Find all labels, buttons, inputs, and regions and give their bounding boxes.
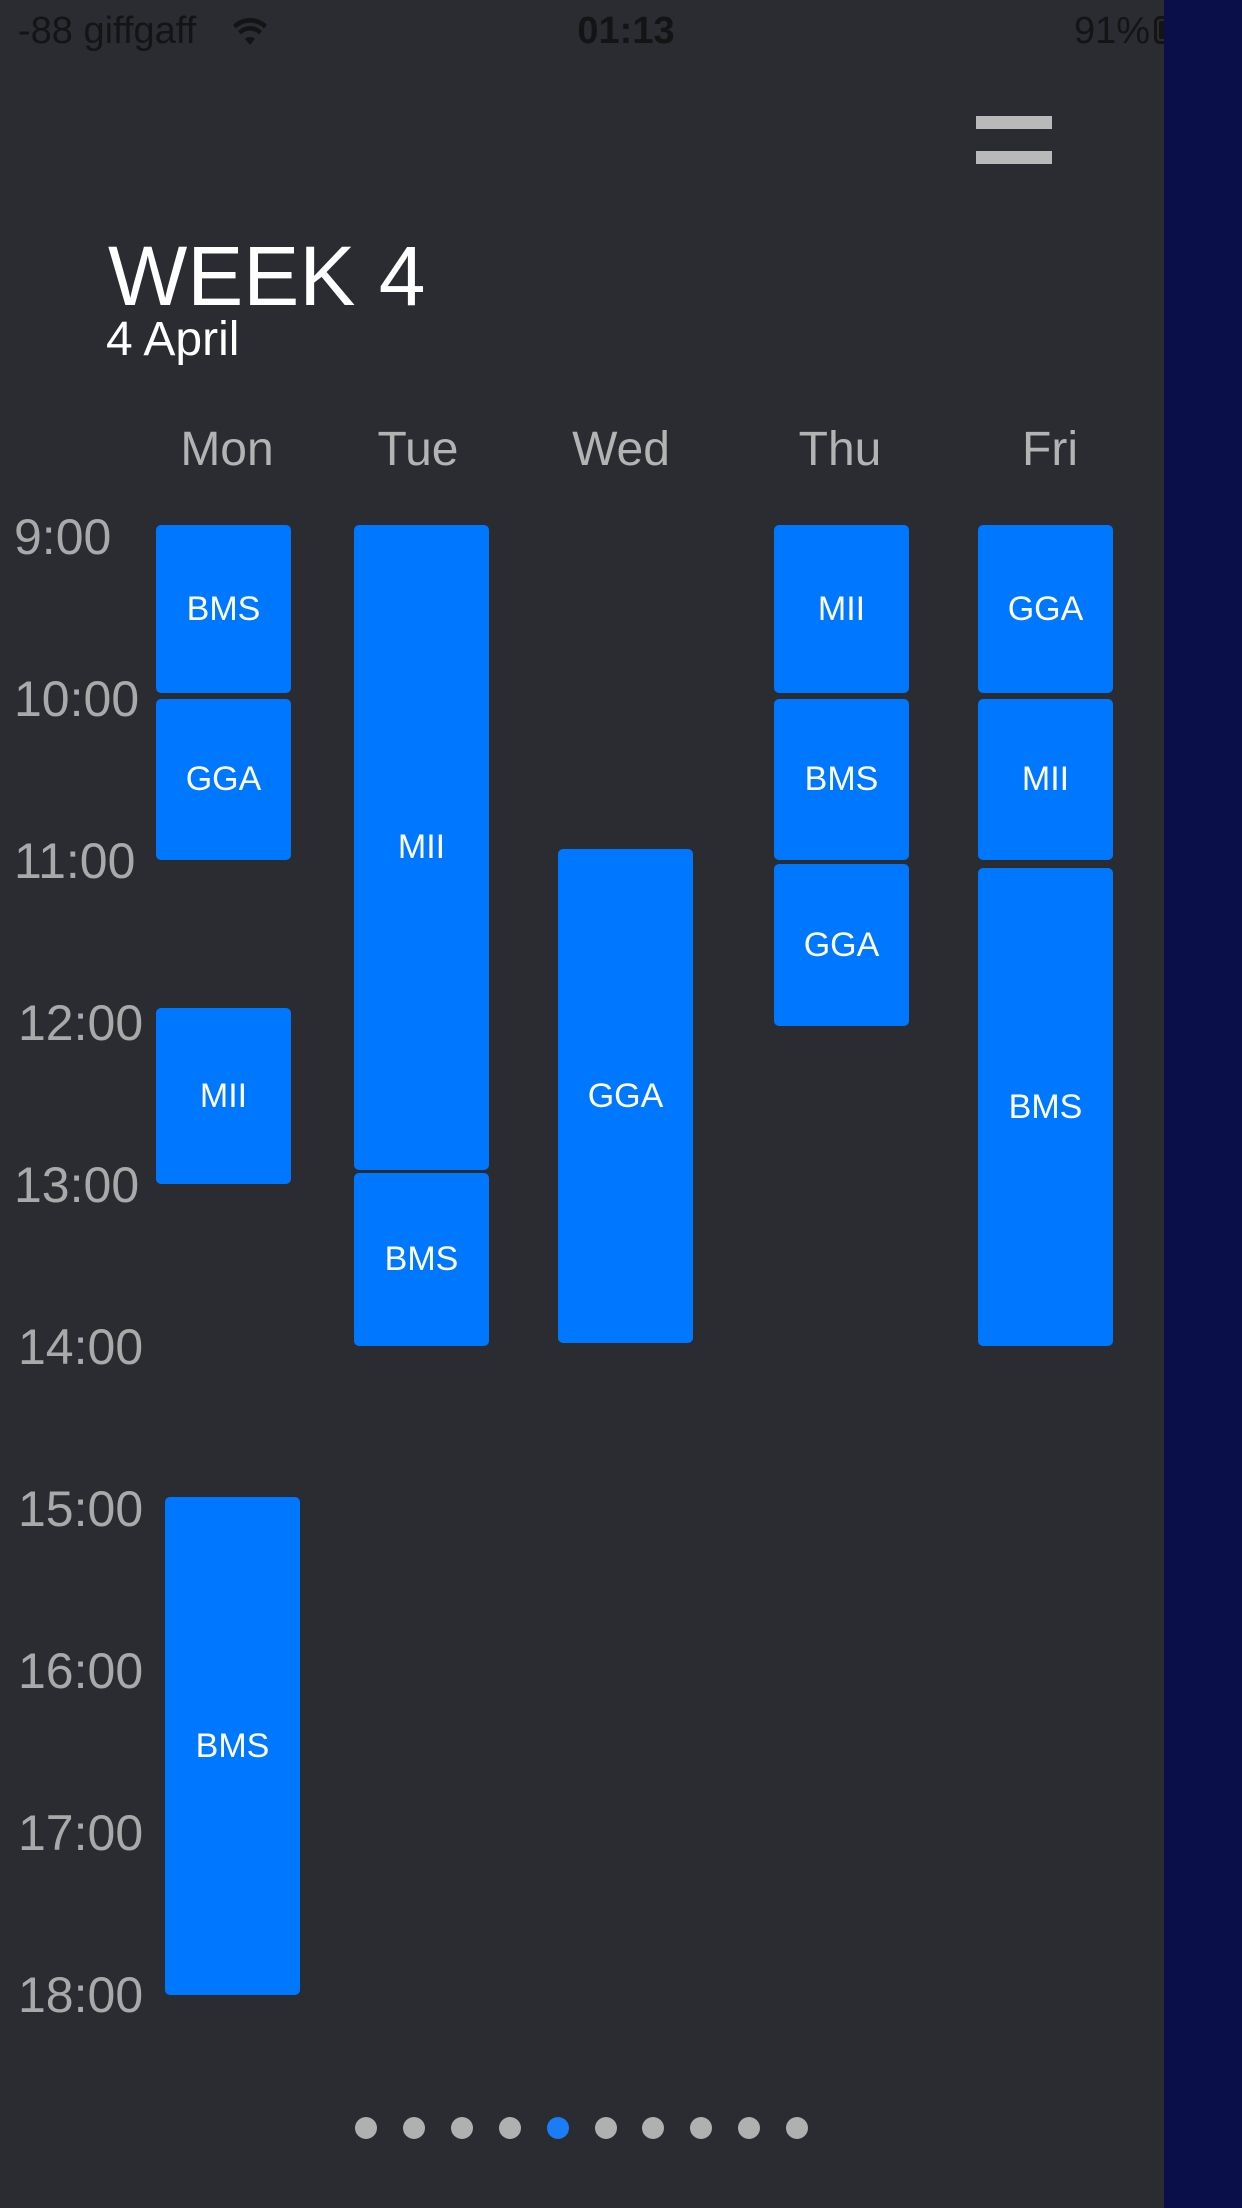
class-block-tue-mii[interactable]: MII (354, 525, 489, 1170)
class-block-mon-bms[interactable]: BMS (165, 1497, 300, 1995)
class-block-wed-gga[interactable]: GGA (558, 849, 693, 1343)
page-dot-active[interactable] (546, 2117, 569, 2139)
class-block-mon-bms[interactable]: BMS (156, 525, 291, 693)
page-dot[interactable] (690, 2117, 713, 2139)
carrier-label: -88 giffgaff (18, 10, 197, 52)
side-panel-edge (1164, 0, 1242, 2208)
day-header-wed: Wed (572, 423, 670, 476)
page-dot[interactable] (786, 2117, 809, 2139)
time-label: 11:00 (14, 833, 136, 889)
day-header-fri: Fri (1022, 423, 1078, 476)
time-label: 15:00 (18, 1481, 144, 1537)
time-label: 16:00 (18, 1643, 144, 1699)
class-block-tue-bms[interactable]: BMS (354, 1173, 489, 1346)
time-label: 18:00 (18, 1967, 144, 2023)
page-dot[interactable] (594, 2117, 617, 2139)
class-block-thu-bms[interactable]: BMS (774, 699, 909, 860)
clock-time: 01:13 (577, 10, 675, 52)
class-block-thu-mii[interactable]: MII (774, 525, 909, 693)
week-date: 4 April (106, 313, 240, 366)
week-title: WEEK 4 (108, 229, 426, 323)
time-label: 14:00 (18, 1319, 144, 1375)
menu-button[interactable] (976, 116, 1052, 166)
page-dot[interactable] (642, 2117, 665, 2139)
class-block-fri-gga[interactable]: GGA (978, 525, 1113, 693)
day-header-thu: Thu (798, 423, 882, 476)
class-block-fri-bms[interactable]: BMS (978, 868, 1113, 1346)
page-dot[interactable] (402, 2117, 425, 2139)
time-label: 9:00 (14, 509, 112, 565)
day-header-mon: Mon (180, 423, 274, 476)
time-label: 13:00 (14, 1157, 140, 1213)
class-block-mon-mii[interactable]: MII (156, 1008, 291, 1184)
time-label: 10:00 (14, 671, 140, 727)
class-block-fri-mii[interactable]: MII (978, 699, 1113, 860)
class-block-thu-gga[interactable]: GGA (774, 864, 909, 1026)
class-block-mon-gga[interactable]: GGA (156, 699, 291, 860)
time-label: 12:00 (18, 995, 144, 1051)
page-dot[interactable] (450, 2117, 473, 2139)
day-header-tue: Tue (377, 423, 459, 476)
hamburger-menu-icon (976, 116, 1052, 129)
wifi-icon (232, 12, 268, 58)
battery-percent: 91% (1074, 10, 1151, 52)
page-dot[interactable] (498, 2117, 521, 2139)
time-label: 17:00 (18, 1805, 144, 1861)
page-dot[interactable] (355, 2117, 377, 2139)
page-dot[interactable] (738, 2117, 761, 2139)
